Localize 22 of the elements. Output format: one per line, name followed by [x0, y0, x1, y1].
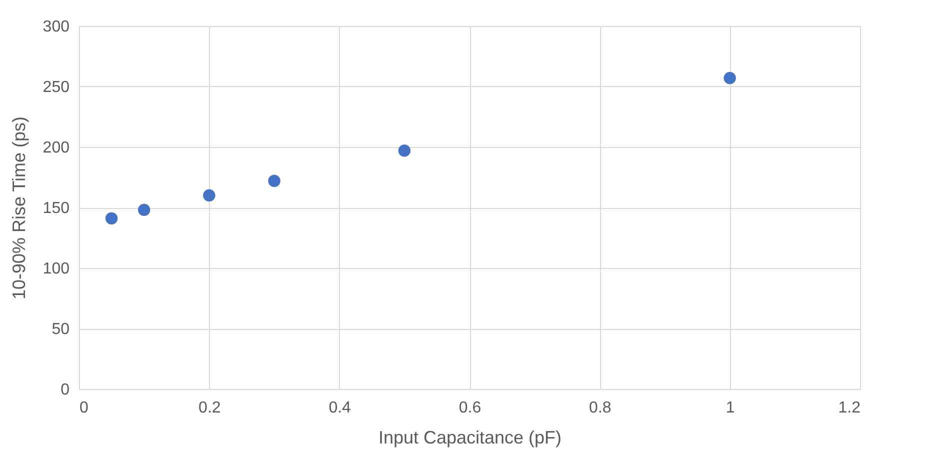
y-tick-label: 150: [42, 200, 70, 217]
y-tick-label: 300: [42, 18, 70, 36]
x-tick-label: 1.2: [838, 400, 861, 416]
x-tick-label: 0: [80, 400, 88, 416]
point: [398, 144, 411, 157]
y-tick-label: 100: [42, 260, 70, 278]
y-tick-label: 200: [42, 140, 70, 156]
point: [203, 189, 216, 202]
y-tick-label: 0: [60, 382, 70, 398]
y-tick-label: 250: [42, 79, 70, 96]
point: [105, 212, 118, 224]
point: [268, 174, 280, 187]
x-tick-label: 1: [726, 400, 735, 416]
y-axis-title: 10-90% Rise Time (ps): [8, 116, 29, 300]
point: [724, 72, 736, 84]
x-tick-label: 0.4: [328, 400, 352, 416]
x-axis-title: Input Capacitance (pF): [378, 428, 562, 448]
x-tick-label: 0.2: [198, 400, 221, 416]
point: [138, 204, 150, 216]
y-tick-label: 50: [52, 321, 70, 338]
x-tick-label: 0.6: [458, 400, 482, 416]
x-tick-label: 0.8: [589, 400, 612, 416]
